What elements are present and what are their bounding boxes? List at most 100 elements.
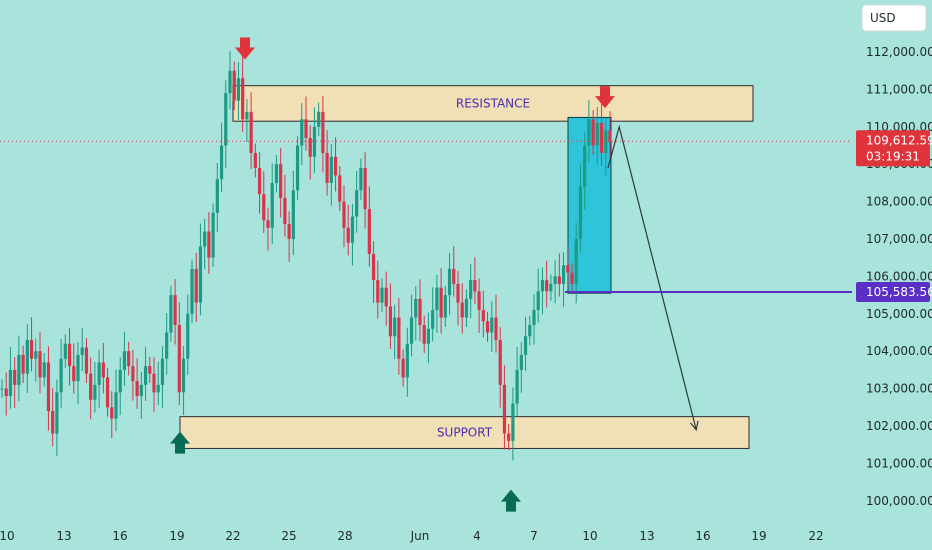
candle-body xyxy=(274,164,279,183)
candle-body xyxy=(8,369,13,397)
candle-body xyxy=(34,351,38,359)
candle-body xyxy=(443,295,447,318)
candle-body xyxy=(160,358,165,385)
candle-body xyxy=(346,227,350,243)
candle-body xyxy=(409,317,414,344)
currency-button[interactable]: USD xyxy=(861,4,927,32)
candle-body xyxy=(414,298,418,318)
x-tick-label: 19 xyxy=(751,529,766,543)
y-tick-label: 100,000.00 xyxy=(866,494,932,508)
candle-body xyxy=(207,231,211,258)
candle-body xyxy=(194,268,198,303)
y-tick-label: 108,000.00 xyxy=(866,195,932,209)
candle-body xyxy=(405,343,409,378)
down-arrow-icon xyxy=(235,37,255,60)
candle-body xyxy=(59,358,63,393)
candle-body xyxy=(477,291,481,311)
candle-body xyxy=(350,216,355,243)
candle-body xyxy=(245,111,249,120)
candle-body xyxy=(422,325,426,344)
y-tick-label: 111,000.00 xyxy=(866,82,932,96)
candle-body xyxy=(329,156,333,183)
candle-body xyxy=(460,302,464,318)
candle-body xyxy=(253,152,257,168)
candle-body xyxy=(363,167,367,210)
candle-body xyxy=(181,358,186,393)
candle-body xyxy=(93,384,97,400)
candle-body xyxy=(13,369,17,385)
candle-body xyxy=(561,265,566,284)
candle-body xyxy=(536,291,540,311)
candle-body xyxy=(0,388,4,390)
candle-body xyxy=(152,373,156,393)
x-tick-label: 7 xyxy=(530,529,538,543)
candle-body xyxy=(308,138,312,157)
up-arrow-icon xyxy=(170,431,190,454)
current-price-tag xyxy=(856,130,930,167)
candle-body xyxy=(114,392,118,419)
candle-body xyxy=(190,268,194,314)
candle-body xyxy=(232,70,236,101)
candle-body xyxy=(583,145,587,187)
candle-body xyxy=(42,362,46,378)
candle-body xyxy=(291,190,295,239)
candle-body xyxy=(511,403,515,441)
zone-support[interactable] xyxy=(179,416,750,449)
candle-body xyxy=(173,295,177,326)
candle-body xyxy=(426,328,431,344)
candle-body xyxy=(122,351,127,370)
candle-body xyxy=(384,287,388,307)
candle-body xyxy=(481,310,485,322)
current-price-tag-countdown: 03:19:31 xyxy=(866,149,920,163)
x-tick-label: 28 xyxy=(337,529,352,543)
candle-body xyxy=(211,212,215,258)
candle-body xyxy=(169,295,173,333)
x-axis-ticks: 10 13 16 19 22 25 28 Jun 4 7 10 13 16 19 22 xyxy=(0,529,824,543)
x-tick-label: 22 xyxy=(225,529,240,543)
candle-body xyxy=(312,126,317,157)
candle-body xyxy=(270,182,274,228)
candle-body xyxy=(165,332,169,359)
candle-body xyxy=(325,152,329,183)
candle-body xyxy=(342,201,346,228)
candle-body xyxy=(67,343,72,367)
markers-layer xyxy=(170,37,615,512)
candle-body xyxy=(393,317,397,337)
projection-path[interactable] xyxy=(607,124,697,430)
candle-body xyxy=(101,362,105,378)
candle-body xyxy=(557,276,561,284)
candle-body xyxy=(540,280,545,292)
candle-body xyxy=(578,186,583,239)
candle-body xyxy=(485,321,490,333)
price-axis[interactable] xyxy=(852,0,932,522)
x-tick-label: 16 xyxy=(112,529,127,543)
candle-body xyxy=(287,224,291,239)
candle-body xyxy=(371,253,376,281)
candle-body xyxy=(591,119,595,146)
candle-body xyxy=(84,347,89,374)
candle-body xyxy=(148,366,152,374)
candle-body xyxy=(300,119,304,146)
candle-body xyxy=(89,373,93,400)
candle-body xyxy=(447,268,452,296)
candle-body xyxy=(502,384,507,434)
time-axis[interactable] xyxy=(0,522,852,550)
y-tick-label: 106,000.00 xyxy=(866,269,932,283)
candle-body xyxy=(38,351,42,378)
y-tick-label: 104,000.00 xyxy=(866,344,932,358)
candle-body xyxy=(435,287,439,311)
candle-body xyxy=(574,239,578,284)
candle-body xyxy=(283,197,287,225)
candle-body xyxy=(439,287,443,318)
candle-body xyxy=(4,388,8,397)
candle-body xyxy=(317,111,321,127)
current-price-tag-value: 109,612.59 xyxy=(866,133,932,147)
y-tick-label: 103,000.00 xyxy=(866,382,932,396)
candle-body xyxy=(553,276,557,284)
candle-body xyxy=(224,93,228,146)
candle-body xyxy=(143,366,148,385)
candle-body xyxy=(279,164,283,198)
candle-body xyxy=(355,190,359,217)
x-tick-label: 16 xyxy=(695,529,710,543)
